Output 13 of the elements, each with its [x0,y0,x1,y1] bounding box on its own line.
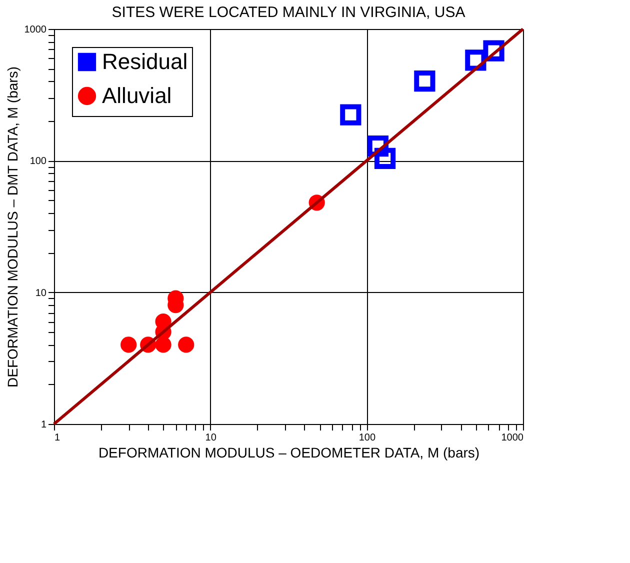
y-tick-label: 10 [35,288,47,299]
x-axis-title: DEFORMATION MODULUS – OEDOMETER DATA, M (bars) [98,444,480,460]
y-tick-label: 100 [30,156,47,168]
chart-title: SITES WERE LOCATED MAINLY IN VIRGINIA, USA [112,4,466,21]
y-axis-title: DEFORMATION MODULUS – DMT DATA, M (bars) [4,66,20,388]
x-tick-label: 100 [358,432,376,444]
x-tick-label: 10 [205,432,217,444]
legend-label: Alluvial [102,83,172,108]
y-tick-label: 1 [40,420,47,430]
x-tick-label: 1 [54,432,60,444]
legend-label: Residual [102,49,188,74]
y-tick-label: 1000 [24,24,47,36]
x-tick-label: 1000 [501,432,524,444]
